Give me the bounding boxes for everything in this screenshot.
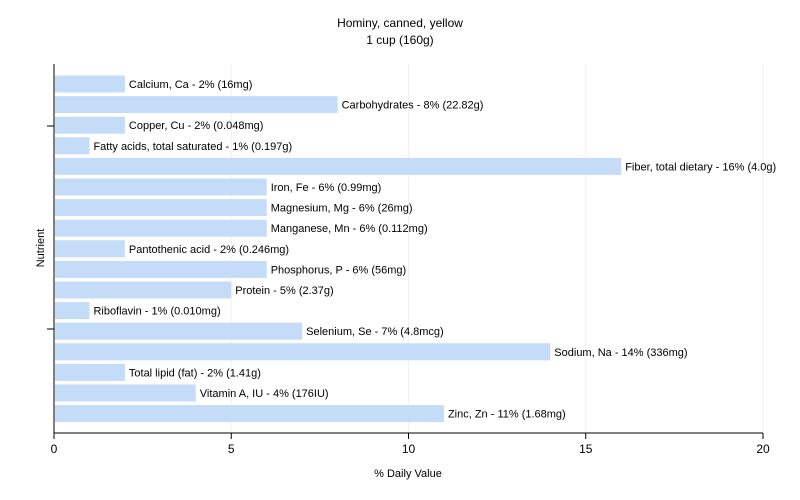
- bar[interactable]: [55, 137, 90, 155]
- bar-data-label: Zinc, Zn - 11% (1.68mg): [448, 409, 566, 421]
- bar[interactable]: [55, 96, 338, 114]
- y-axis-label: Nutrient: [35, 229, 47, 268]
- bar[interactable]: [55, 199, 267, 217]
- bar-data-label: Pantothenic acid - 2% (0.246mg): [129, 244, 289, 256]
- bar-data-label: Total lipid (fat) - 2% (1.41g): [129, 367, 261, 379]
- bar-data-label: Calcium, Ca - 2% (16mg): [129, 79, 252, 91]
- x-tick-label: 5: [228, 442, 235, 456]
- bar-data-label: Phosphorus, P - 6% (56mg): [271, 264, 407, 276]
- bar[interactable]: [55, 384, 196, 402]
- bar[interactable]: [55, 322, 303, 340]
- bar[interactable]: [55, 116, 125, 134]
- bar[interactable]: [55, 219, 267, 237]
- x-axis-label: % Daily Value: [374, 468, 442, 480]
- bar-data-label: Carbohydrates - 8% (22.82g): [342, 100, 484, 112]
- bar-data-label: Fiber, total dietary - 16% (4.0g): [625, 161, 776, 173]
- bar[interactable]: [55, 260, 267, 278]
- bar[interactable]: [55, 178, 267, 196]
- x-tick-label: 15: [579, 442, 593, 456]
- chart-subtitle: 1 cup (160g): [366, 33, 434, 47]
- bars: Calcium, Ca - 2% (16mg) Carbohydrates - 8…: [55, 75, 776, 423]
- bar-data-label: Manganese, Mn - 6% (0.112mg): [271, 223, 428, 235]
- bar[interactable]: [55, 363, 125, 381]
- x-tick-label: 0: [51, 442, 58, 456]
- bar-data-label: Vitamin A, IU - 4% (176IU): [200, 388, 329, 400]
- bar[interactable]: [55, 157, 622, 175]
- bar-data-label: Riboflavin - 1% (0.010mg): [93, 306, 220, 318]
- bar-data-label: Selenium, Se - 7% (4.8mcg): [306, 326, 444, 338]
- bar[interactable]: [55, 240, 125, 258]
- bar[interactable]: [55, 75, 125, 93]
- bar-data-label: Sodium, Na - 14% (336mg): [554, 347, 687, 359]
- bar-data-label: Magnesium, Mg - 6% (26mg): [271, 203, 413, 215]
- bar[interactable]: [55, 302, 90, 320]
- bar-data-label: Iron, Fe - 6% (0.99mg): [271, 182, 382, 194]
- bar[interactable]: [55, 343, 551, 361]
- x-tick-label: 10: [402, 442, 416, 456]
- chart-title: Hominy, canned, yellow: [337, 16, 463, 30]
- bar[interactable]: [55, 281, 232, 299]
- bar-data-label: Protein - 5% (2.37g): [235, 285, 333, 297]
- bar-data-label: Copper, Cu - 2% (0.048mg): [129, 120, 264, 132]
- grid-lines: [230, 64, 764, 433]
- x-tick-labels: 0 5 10 15 20: [51, 433, 770, 456]
- bar-data-label: Fatty acids, total saturated - 1% (0.197…: [93, 141, 292, 153]
- bar[interactable]: [55, 405, 444, 423]
- x-tick-label: 20: [756, 442, 770, 456]
